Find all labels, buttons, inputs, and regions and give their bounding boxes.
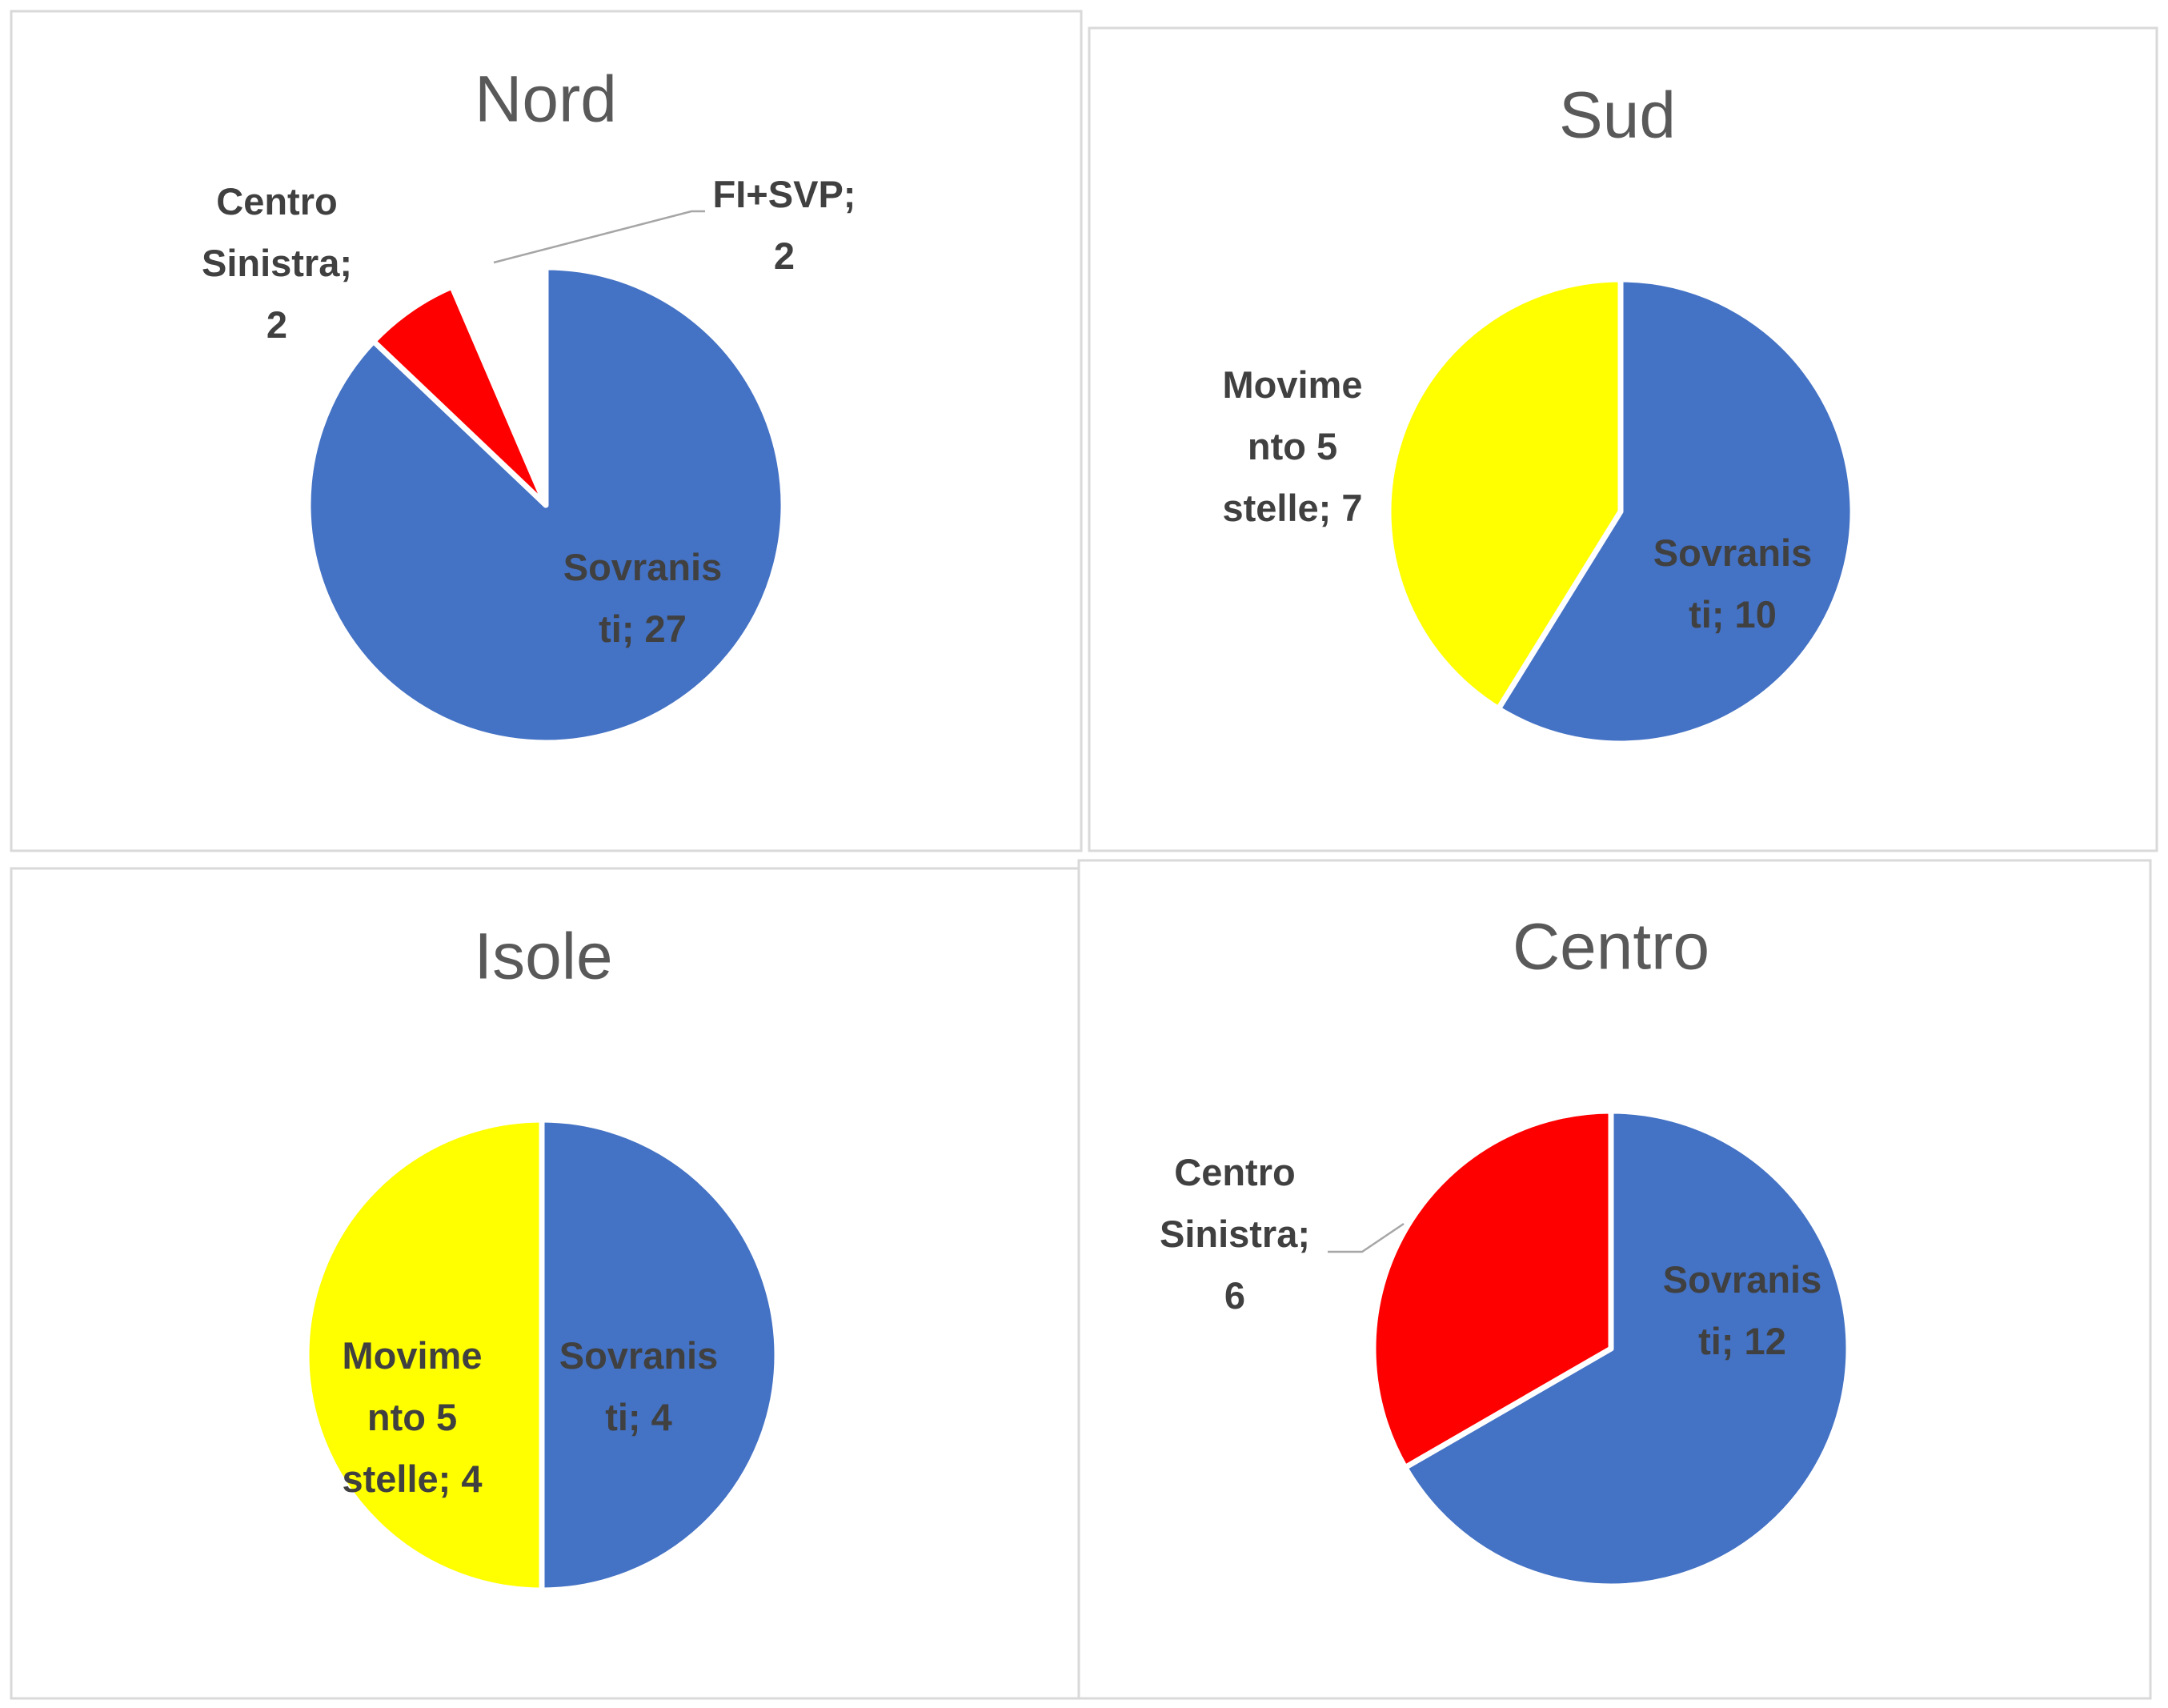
data-label: Centro Sinistra; 2 <box>202 180 352 346</box>
pie-chart: Isole Sovranis ti; 4 Movime nto 5 stelle; 4 <box>10 867 1080 1700</box>
data-label-line: ti; 12 <box>1698 1320 1786 1362</box>
pie-chart: Centro Sovranis ti; 12 Centro Sinistra; 6 <box>1077 859 2152 1700</box>
chart-title: Sud <box>1559 79 1676 152</box>
data-label-line: 2 <box>774 235 795 277</box>
chart-title: Nord <box>475 63 617 136</box>
data-label: Movime nto 5 stelle; 4 <box>342 1334 482 1500</box>
pie-chart: Sud Sovranis ti; 10 Movime nto 5 stelle; 7 <box>1088 26 2158 852</box>
data-label-line: Sovranis <box>1653 531 1813 574</box>
data-label-line: ti; 27 <box>599 607 687 650</box>
leader-line <box>1328 1222 1405 1253</box>
data-label-line: Movime <box>343 1334 483 1377</box>
pie-slice <box>305 264 787 746</box>
leader-line <box>493 210 705 264</box>
data-label-line: 2 <box>266 303 287 346</box>
data-label-line: Sinistra; <box>1160 1213 1310 1255</box>
data-label-line: FI+SVP; <box>713 173 856 215</box>
data-label-line: Sovranis <box>1663 1258 1822 1301</box>
data-label-line: Movime <box>1223 363 1363 406</box>
pie-slice <box>1370 1108 1614 1470</box>
data-label-line: Sinistra; <box>202 242 352 284</box>
chart-title: Centro <box>1513 911 1709 984</box>
pie-slice <box>1385 276 1624 712</box>
data-label: Sovranis ti; 27 <box>563 546 723 650</box>
data-label-line: Sovranis <box>563 546 723 588</box>
data-label: FI+SVP; 2 <box>713 173 856 277</box>
data-label: Sovranis ti; 12 <box>1663 1258 1822 1362</box>
pie-slice <box>449 264 549 508</box>
data-label: Centro Sinistra; 6 <box>1160 1151 1310 1317</box>
data-label-line: ti; 10 <box>1689 593 1777 635</box>
data-label-line: stelle; 7 <box>1222 487 1362 529</box>
data-label: Movime nto 5 stelle; 7 <box>1222 363 1362 529</box>
data-label-line: nto 5 <box>367 1396 457 1438</box>
pie-slice <box>303 1117 545 1594</box>
data-label: Sovranis ti; 4 <box>559 1334 719 1438</box>
pie-slice <box>1495 276 1856 747</box>
pie-slice <box>539 1117 780 1594</box>
chart-title: Isole <box>474 920 612 993</box>
pie-slice <box>1402 1108 1852 1590</box>
data-label-line: Centro <box>1174 1151 1295 1193</box>
data-label-line: nto 5 <box>1248 425 1337 467</box>
data-label-line: 6 <box>1224 1274 1245 1317</box>
data-label: Sovranis ti; 10 <box>1653 531 1813 635</box>
data-label-line: Sovranis <box>559 1334 719 1377</box>
data-label-line: ti; 4 <box>605 1396 672 1438</box>
data-label-line: Centro <box>216 180 337 223</box>
data-label-line: stelle; 4 <box>342 1457 482 1500</box>
